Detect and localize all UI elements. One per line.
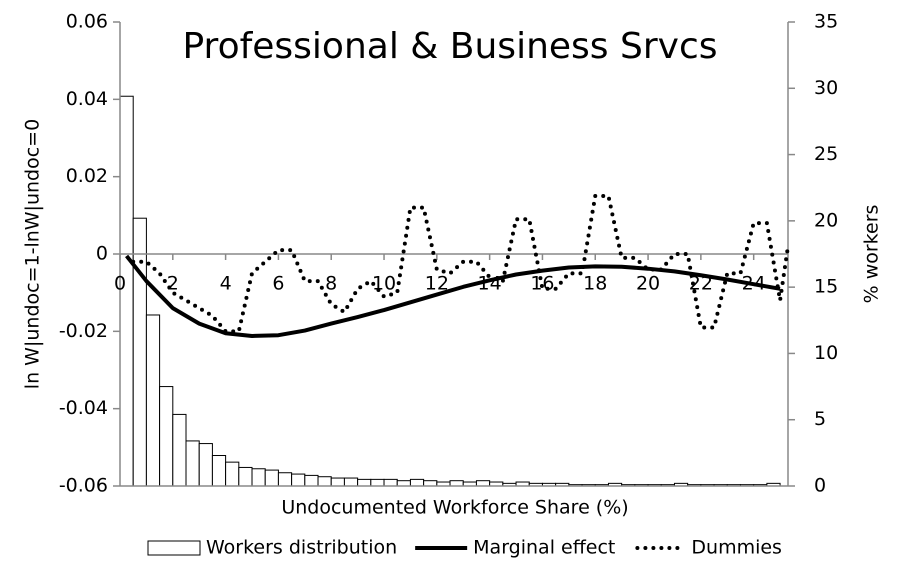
histogram-bar — [357, 478, 372, 487]
y-axis-title: ln W|undoc=1-lnW|undoc=0 — [22, 119, 44, 389]
x-tick-label: 16 — [530, 273, 554, 295]
y2-tick-label: 25 — [814, 143, 838, 165]
y-tick-label: 0.02 — [66, 165, 108, 187]
histogram-bar — [370, 478, 385, 487]
histogram-bar — [264, 469, 279, 487]
histogram-bar — [330, 477, 345, 487]
x-tick-label: 10 — [372, 273, 396, 295]
histogram-bar — [159, 386, 174, 487]
histogram-bar — [277, 472, 293, 487]
histogram-bar — [304, 474, 319, 487]
y-tick-label: 0 — [96, 243, 108, 265]
y2-tick-label: 0 — [814, 475, 826, 497]
histogram-bar — [211, 455, 227, 487]
y2-tick-label: 10 — [814, 342, 838, 364]
histogram-bar — [409, 478, 425, 487]
line-series — [125, 254, 781, 338]
histogram-bar — [251, 468, 266, 487]
histogram-bar — [475, 480, 491, 487]
y2-axis-title: % workers — [861, 205, 883, 304]
histogram-bar — [396, 480, 411, 487]
y-tick-label: -0.06 — [59, 475, 108, 497]
y-tick-label: 0.04 — [66, 88, 108, 110]
histogram-bar — [317, 476, 332, 487]
histogram-bar — [172, 413, 187, 487]
y-tick-label: -0.04 — [59, 397, 108, 419]
histogram-bar — [185, 440, 200, 487]
y2-tick-label: 20 — [814, 209, 838, 231]
legend-swatch — [147, 540, 201, 556]
x-tick-label: 20 — [636, 273, 660, 295]
histogram-bar — [383, 478, 398, 487]
x-tick-label: 2 — [167, 273, 179, 295]
histogram-bar — [423, 480, 438, 487]
histogram-bar — [225, 461, 240, 487]
histogram-bar — [145, 314, 161, 487]
x-tick-label: 12 — [425, 273, 449, 295]
y-tick-label: 0.06 — [66, 11, 108, 33]
legend-label: Workers distribution — [206, 537, 397, 559]
y2-tick-label: 15 — [814, 276, 838, 298]
x-tick-label: 0 — [114, 273, 126, 295]
x-axis-title: Undocumented Workforce Share (%) — [281, 497, 628, 519]
y2-tick-label: 30 — [814, 77, 838, 99]
x-tick-label: 18 — [583, 273, 607, 295]
legend-label: Dummies — [691, 537, 782, 559]
x-tick-label: 4 — [220, 273, 232, 295]
legend-label: Marginal effect — [473, 537, 615, 559]
y2-tick-label: 5 — [814, 408, 826, 430]
y2-tick-label: 35 — [814, 11, 838, 33]
line-series — [131, 194, 790, 334]
histogram-bar — [449, 480, 464, 487]
histogram-bar — [198, 443, 213, 487]
histogram-bar — [343, 477, 359, 487]
x-tick-label: 8 — [325, 273, 337, 295]
y-tick-label: -0.02 — [59, 320, 108, 342]
chart-title: Professional & Business Srvcs — [182, 26, 717, 67]
histogram-bar — [291, 473, 306, 487]
histogram-bar — [238, 466, 253, 487]
x-tick-label: 6 — [272, 273, 284, 295]
histogram-bar — [132, 217, 147, 487]
